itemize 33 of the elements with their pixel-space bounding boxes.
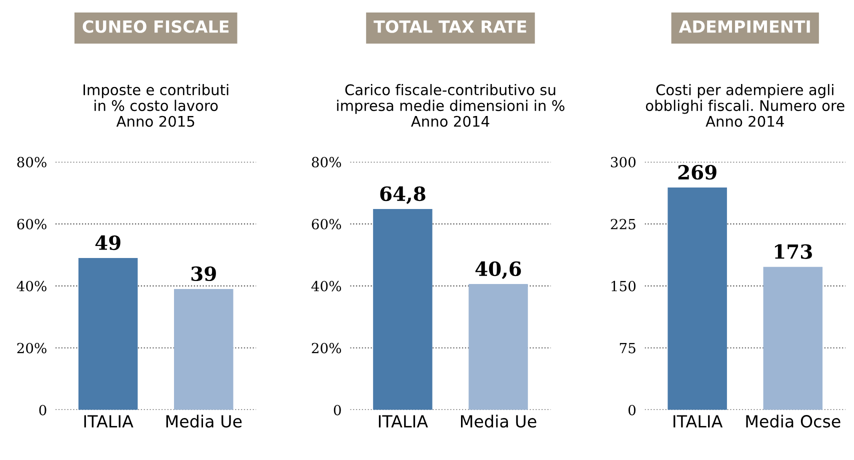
chart-subtitle: Carico fiscale-contributivo su impresa medie dimensioni in % Anno 2014 — [337, 84, 564, 127]
y-tick-label: 60% — [17, 218, 46, 230]
chart-title: TOTAL TAX RATE — [374, 20, 526, 33]
x-tick-label: Media Ue — [461, 414, 536, 428]
data-label: 173 — [774, 244, 812, 259]
x-tick-label: Media Ue — [166, 414, 242, 428]
data-label: 64,8 — [380, 186, 426, 204]
y-tick-label: 60% — [312, 218, 342, 230]
y-tick-label: 150 — [612, 280, 636, 292]
chart-subtitle: Imposte e contributi in % costo lavoro Anno 2015 — [84, 84, 228, 127]
y-tick-label: 20% — [17, 342, 46, 354]
y-tick-label: 0 — [334, 404, 341, 416]
x-tick-label: ITALIA — [674, 415, 723, 428]
x-tick-label: ITALIA — [378, 415, 428, 428]
y-tick-label: 300 — [610, 156, 636, 168]
y-tick-label: 0 — [628, 404, 636, 416]
x-tick-label: Media Ocse — [746, 414, 840, 428]
chart-subtitle: Costi per adempiere agli obblighi fiscali. Numero ore Anno 2014 — [646, 84, 844, 127]
x-tick-label: ITALIA — [84, 415, 134, 428]
y-tick-label: 80% — [312, 156, 342, 168]
chart-title: ADEMPIMENTI — [678, 20, 810, 33]
y-tick-label: 20% — [312, 342, 342, 354]
chart-title: CUNEO FISCALE — [82, 20, 229, 33]
data-label: 40,6 — [475, 261, 521, 280]
data-label: 269 — [678, 164, 716, 180]
data-label: 39 — [191, 266, 216, 282]
data-label: 49 — [95, 235, 120, 250]
y-tick-label: 225 — [610, 218, 636, 230]
y-tick-label: 80% — [17, 156, 46, 168]
y-tick-label: 40% — [16, 280, 46, 292]
y-tick-label: 40% — [311, 280, 342, 292]
y-tick-label: 0 — [39, 404, 46, 416]
y-tick-label: 75 — [620, 343, 636, 354]
